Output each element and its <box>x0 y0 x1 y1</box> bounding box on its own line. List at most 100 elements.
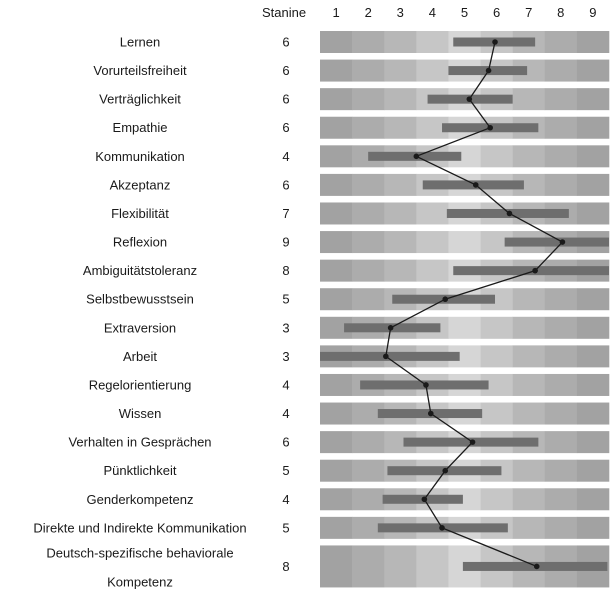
stanine-value: 9 <box>282 235 289 250</box>
stanine-value: 4 <box>282 378 289 393</box>
band-cell <box>384 173 417 196</box>
band-cell <box>320 288 353 311</box>
profile-point <box>466 96 473 102</box>
profile-point <box>532 267 538 274</box>
band-cell <box>320 545 353 588</box>
profile-point <box>485 67 492 74</box>
band-cell <box>544 459 578 482</box>
scale-tick-8: 8 <box>557 5 564 20</box>
row-label: Selbstbewusstsein <box>86 292 194 307</box>
profile-layer <box>383 39 566 570</box>
band-cell <box>480 488 513 511</box>
band-cell <box>352 173 385 196</box>
profile-point <box>413 153 420 160</box>
row-label: Flexibilität <box>111 206 169 221</box>
band-cell <box>352 459 385 482</box>
band-cell <box>512 516 546 539</box>
band-cell <box>544 488 578 511</box>
profile-point <box>439 525 445 531</box>
band-cell <box>352 88 385 111</box>
profile-point <box>427 410 434 417</box>
band-cell <box>416 59 449 82</box>
stanine-value: 6 <box>282 63 289 78</box>
band-cell <box>320 431 353 454</box>
band-cell <box>480 373 513 396</box>
row-background <box>320 345 610 368</box>
profile-point <box>559 239 566 245</box>
band-cell <box>416 31 449 53</box>
scale-tick-9: 9 <box>589 5 596 20</box>
stanine-value: 6 <box>282 35 289 50</box>
band-cell <box>512 173 546 196</box>
range-bar <box>504 237 609 247</box>
band-cell <box>320 373 353 396</box>
scale-tick-2: 2 <box>365 5 372 20</box>
profile-point <box>533 563 540 570</box>
band-cell <box>352 31 385 53</box>
row-background <box>320 173 610 196</box>
row-label: Vorurteilsfreiheit <box>93 63 187 78</box>
profile-point <box>472 182 479 188</box>
stanine-value: 8 <box>282 263 289 278</box>
band-cell <box>576 431 610 454</box>
band-cell <box>512 316 546 339</box>
band-cell <box>544 59 578 82</box>
band-cell <box>512 145 546 168</box>
band-cell <box>352 516 385 539</box>
stanine-value: 5 <box>282 520 289 535</box>
row-label: Verträglichkeit <box>99 92 181 107</box>
band-cell <box>320 173 353 196</box>
band-cell <box>320 88 353 111</box>
range-bar <box>453 266 609 276</box>
profile-point <box>383 353 389 360</box>
profile-point <box>492 39 498 45</box>
band-cell <box>416 202 449 225</box>
band-cell <box>352 545 385 588</box>
profile-point <box>423 382 429 388</box>
band-cell <box>384 59 417 82</box>
band-cell <box>544 116 578 139</box>
band-cell <box>320 231 353 254</box>
stanine-value: 7 <box>282 206 289 221</box>
band-cell <box>320 31 353 53</box>
band-cell <box>576 459 610 482</box>
row-label: Kommunikation <box>95 149 185 164</box>
band-layer <box>320 31 610 588</box>
band-cell <box>352 59 385 82</box>
band-cell <box>576 202 610 225</box>
band-cell <box>576 31 610 53</box>
band-cell <box>576 488 610 511</box>
row-label: Empathie <box>113 120 168 135</box>
band-cell <box>320 202 353 225</box>
band-cell <box>448 145 481 168</box>
band-cell <box>416 545 449 588</box>
band-cell <box>384 545 417 588</box>
band-cell <box>384 231 417 254</box>
band-cell <box>448 345 481 368</box>
band-cell <box>544 431 578 454</box>
scale-tick-5: 5 <box>461 5 468 20</box>
header-layer: Stanine 1 2 3 4 5 6 7 8 9 <box>262 5 597 20</box>
band-cell <box>384 88 417 111</box>
stanine-value: 6 <box>282 177 289 192</box>
stanine-value: 3 <box>282 320 289 335</box>
range-bar <box>320 351 460 361</box>
band-cell <box>576 402 610 425</box>
row-background <box>320 145 610 168</box>
row-background <box>320 288 610 311</box>
row-background <box>320 116 610 139</box>
band-cell <box>352 116 385 139</box>
row-background <box>320 545 610 588</box>
band-cell <box>480 231 513 254</box>
row-label: Lernen <box>120 35 160 50</box>
row-background <box>320 373 610 396</box>
band-cell <box>352 488 385 511</box>
band-cell <box>448 488 481 511</box>
stanine-value: 6 <box>282 435 289 450</box>
band-cell <box>416 231 449 254</box>
band-cell <box>576 316 610 339</box>
scale-tick-4: 4 <box>429 5 436 20</box>
row-background <box>320 488 610 511</box>
band-cell <box>448 231 481 254</box>
